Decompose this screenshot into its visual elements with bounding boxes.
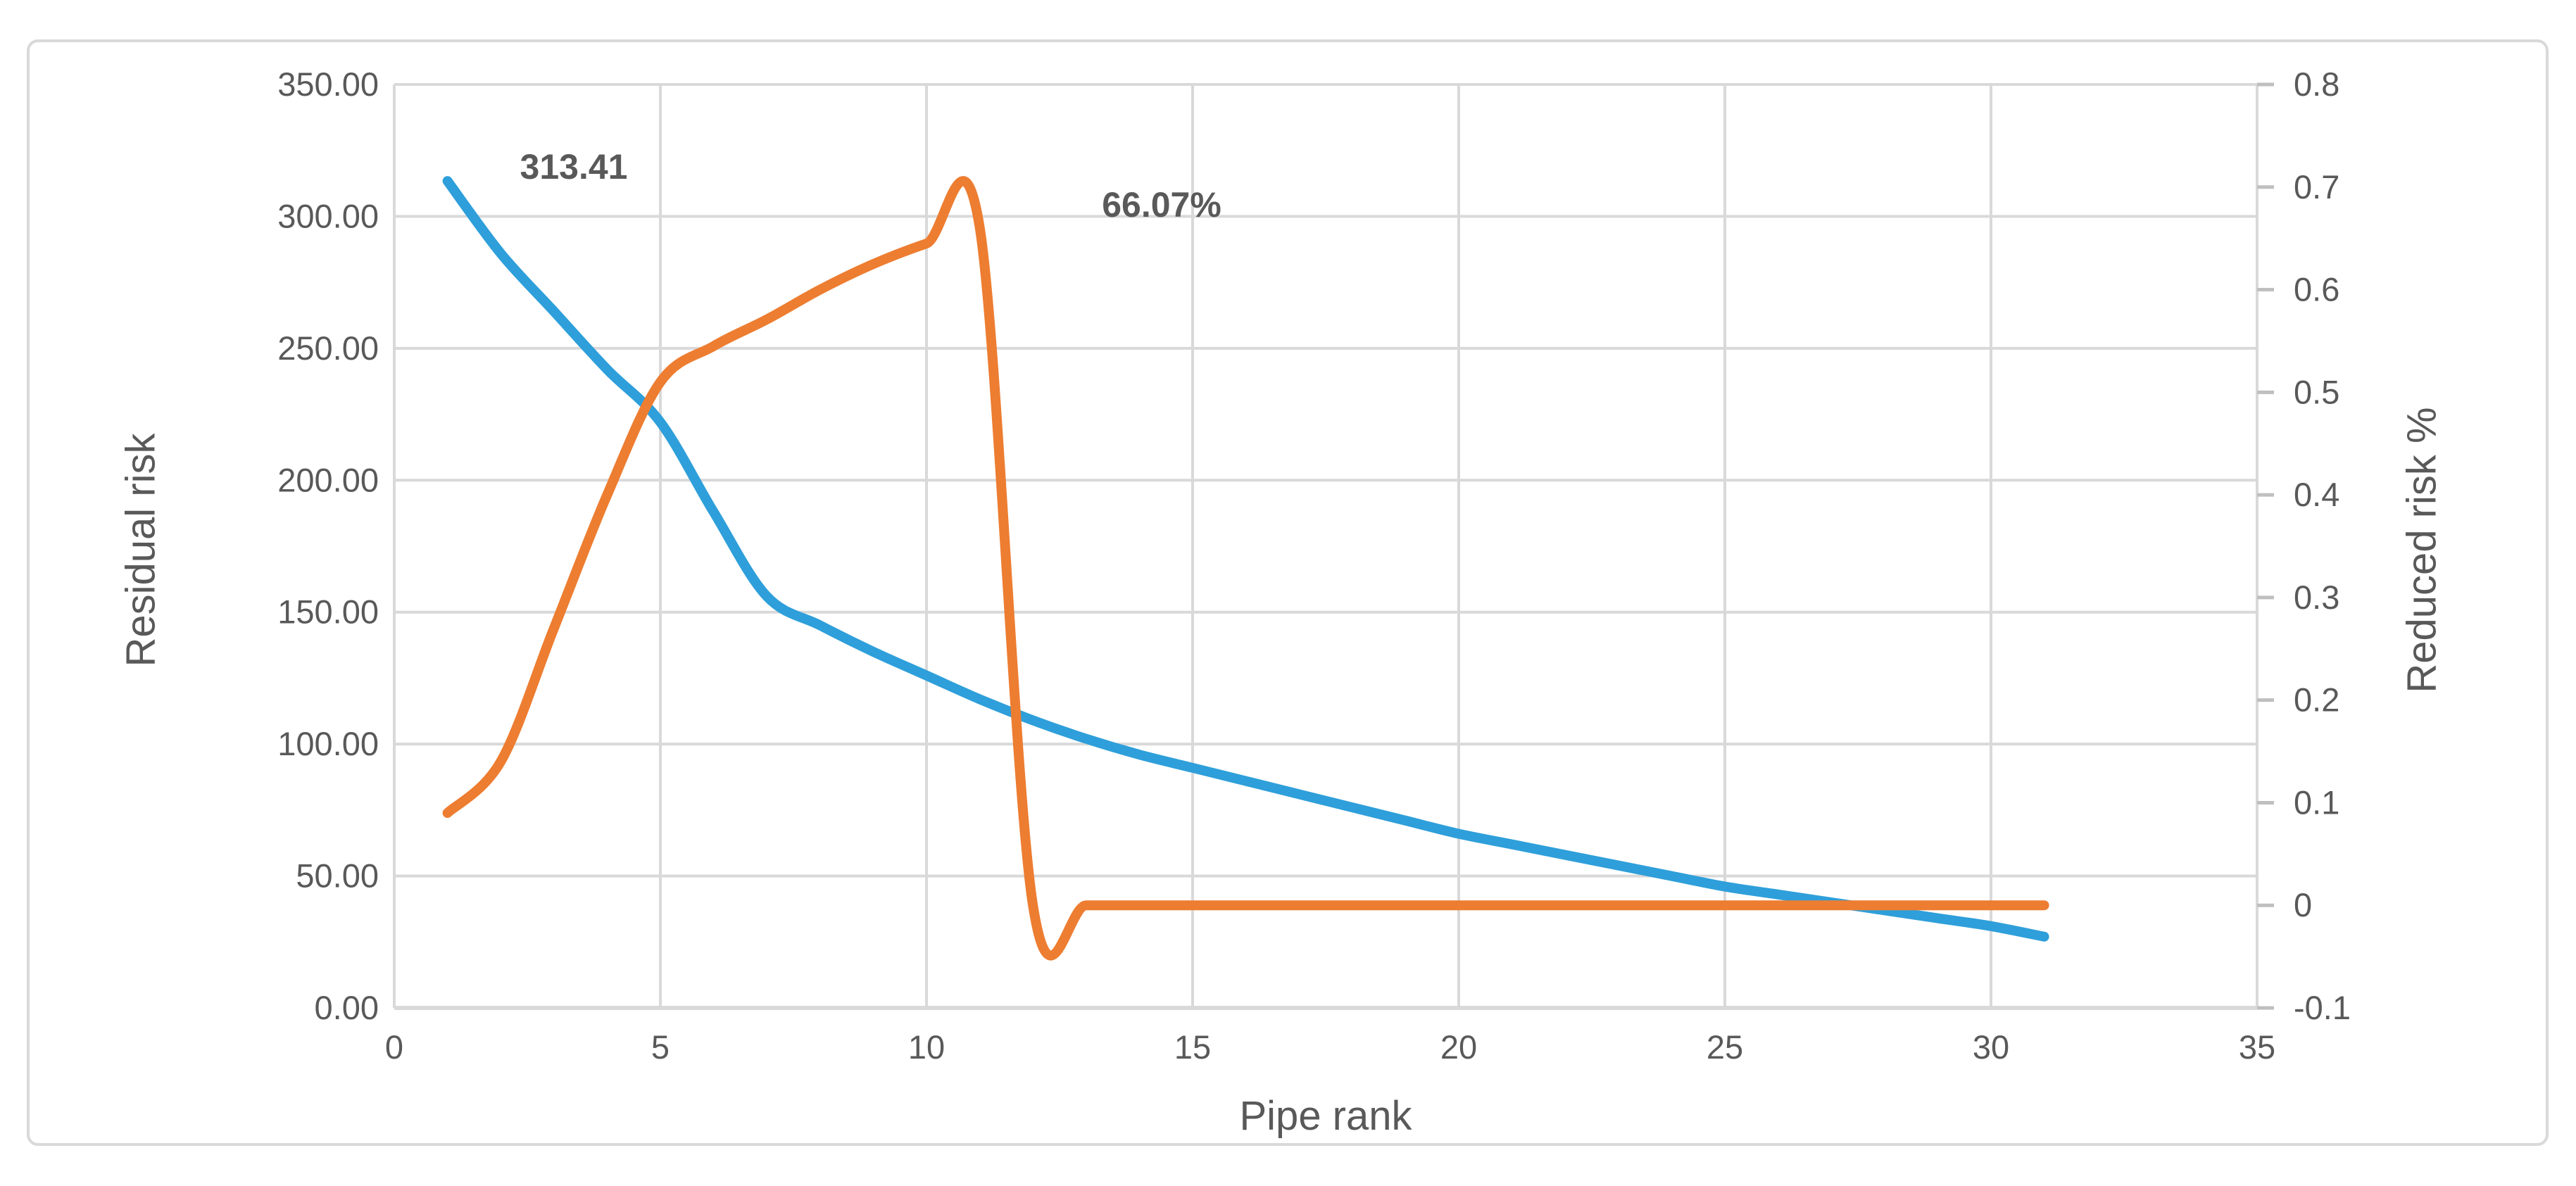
left-axis-title: Residual risk [118, 433, 164, 667]
right-axis-tick-label: 0.8 [2294, 65, 2339, 103]
x-axis-tick-label: 30 [1973, 1028, 2009, 1066]
right-axis-tick-label: 0.6 [2294, 271, 2339, 308]
right-axis-tick-label: 0.3 [2294, 579, 2339, 616]
right-axis-tick-label: 0 [2294, 886, 2312, 923]
left-axis-tick-label: 100.00 [277, 725, 379, 762]
data-label-residual-start: 313.41 [520, 147, 628, 187]
figure-border [27, 39, 2549, 1146]
left-axis-tick-label: 50.00 [296, 857, 379, 895]
reduced-risk-line [442, 176, 2049, 961]
right-axis-tick-label: 0.4 [2294, 476, 2339, 513]
left-axis-tick-label: 250.00 [277, 329, 379, 367]
left-axis-tick-label: 200.00 [277, 461, 379, 498]
left-axis-tick-label: 150.00 [277, 593, 379, 631]
x-axis-tick-label: 10 [908, 1028, 945, 1066]
right-axis-tick-label: -0.1 [2294, 989, 2351, 1026]
residual-risk-line [442, 176, 2049, 942]
left-axis-tick-label: 0.00 [315, 989, 379, 1026]
right-axis-title: Reduced risk % [2399, 407, 2445, 693]
data-label-reduced-peak: 66.07% [1102, 185, 1221, 225]
left-axis-tick-label: 300.00 [277, 197, 379, 234]
right-axis-tick-label: 0.1 [2294, 783, 2339, 821]
right-axis-tick-label: 0.2 [2294, 681, 2339, 719]
x-axis-tick-label: 25 [1707, 1028, 1743, 1066]
x-axis-tick-label: 35 [2239, 1028, 2275, 1066]
right-axis-tick-label: 0.7 [2294, 168, 2339, 206]
x-axis-tick-label: 5 [651, 1028, 670, 1066]
left-axis-tick-label: 350.00 [277, 65, 379, 103]
x-axis-title: Pipe rank [1239, 1093, 1412, 1139]
right-axis-tick-label: 0.5 [2294, 373, 2339, 410]
x-axis-tick-label: 20 [1440, 1028, 1477, 1066]
x-axis-tick-label: 15 [1174, 1028, 1211, 1066]
x-axis-tick-label: 0 [385, 1028, 403, 1066]
